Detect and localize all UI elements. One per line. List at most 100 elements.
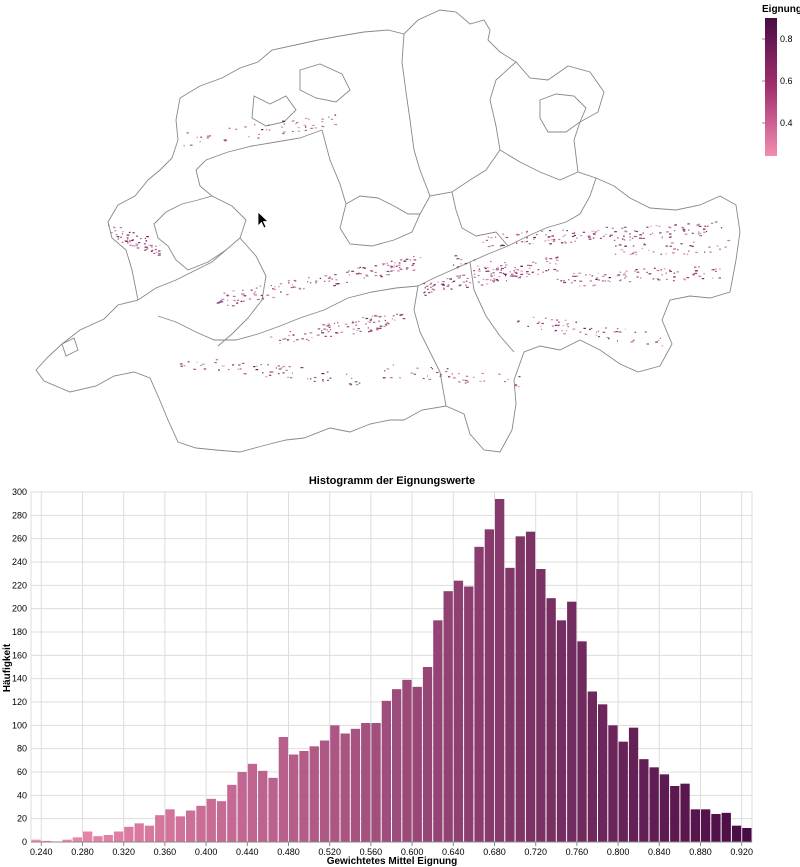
histogram-bar[interactable] [474,546,484,842]
suitability-pixel [390,267,392,269]
histogram-bar[interactable] [83,831,93,843]
histogram-bar[interactable] [598,704,608,842]
histogram-bar[interactable] [31,839,41,842]
histogram-bar[interactable] [258,770,268,842]
suitability-pixel [223,292,226,294]
histogram-bar[interactable] [392,689,402,842]
histogram-bar[interactable] [62,839,72,842]
histogram-bar[interactable] [93,836,103,842]
suitability-pixel [282,366,286,368]
suitability-pixel [560,280,563,282]
suitability-pixel [634,331,637,333]
suitability-pixel [622,274,626,276]
histogram-bar[interactable] [113,831,124,843]
histogram-bar[interactable] [134,823,144,842]
histogram-bar[interactable] [495,499,505,842]
histogram-bar[interactable] [690,809,700,842]
histogram-bar[interactable] [505,567,515,842]
histogram-bar[interactable] [577,641,587,842]
histogram-bar[interactable] [330,725,340,842]
suitability-pixel [477,265,479,267]
histogram-bar[interactable] [525,531,536,842]
histogram-bar[interactable] [608,725,618,842]
histogram-bar[interactable] [196,805,206,842]
histogram-bar[interactable] [144,825,155,842]
suitability-pixel [490,275,493,277]
suitability-pixel [405,258,409,260]
suitability-pixel [367,321,370,323]
histogram-bar[interactable] [340,733,350,843]
histogram-bar[interactable] [41,840,52,842]
histogram-bar[interactable] [299,751,309,842]
histogram-bar[interactable] [659,774,670,842]
suitability-pixel [697,233,699,235]
histogram-bar[interactable] [536,569,546,842]
histogram-bar[interactable] [567,601,577,842]
histogram-bar[interactable] [186,810,196,843]
suitability-pixel [294,286,296,288]
suitability-pixel [384,323,388,325]
histogram-bar[interactable] [124,826,134,842]
histogram-bar[interactable] [319,740,330,843]
suitability-pixel [643,268,646,270]
histogram-bar[interactable] [649,767,659,842]
suitability-pixel [460,259,463,261]
suitability-pixel [518,386,520,388]
histogram-bar[interactable] [618,741,628,842]
histogram-bar[interactable] [381,700,391,842]
histogram-bar[interactable] [206,798,216,842]
suitability-pixel [482,241,485,243]
histogram-bar[interactable] [278,737,288,842]
histogram-bar[interactable] [422,667,433,842]
histogram-bar[interactable] [237,772,247,842]
histogram-bar[interactable] [155,815,165,842]
histogram-bar[interactable] [731,825,742,842]
histogram-bar[interactable] [361,723,371,842]
suitability-pixel [387,274,390,276]
histogram-bar[interactable] [670,786,680,842]
suitability-pixel [131,239,134,241]
histogram-bar[interactable] [515,536,525,842]
suitability-pixel [514,385,517,387]
histogram-bar[interactable] [216,801,227,842]
histogram-bar[interactable] [546,598,556,842]
histogram-bar[interactable] [72,837,82,842]
histogram-bar[interactable] [371,723,381,842]
histogram-bar[interactable] [443,591,453,842]
histogram-bar[interactable] [289,754,299,843]
histogram-bar[interactable] [742,828,752,842]
histogram-bar[interactable] [484,529,494,842]
histogram-bar[interactable] [165,809,175,842]
suitability-pixel [614,253,617,255]
suitability-pixel [513,275,516,277]
histogram-bar[interactable] [639,759,649,842]
histogram-bar[interactable] [587,691,597,843]
histogram-bar[interactable] [227,784,237,842]
histogram-bar[interactable] [433,620,443,842]
histogram-bar[interactable] [453,580,464,842]
suitability-pixel [289,330,291,333]
histogram-bar[interactable] [309,746,319,842]
histogram-bar[interactable] [701,809,711,842]
histogram-bar[interactable] [350,728,361,842]
suitability-pixel [523,241,526,243]
histogram-bar[interactable] [268,777,278,842]
histogram-bar[interactable] [464,586,474,843]
suitability-pixel [158,250,161,252]
suitability-pixel [326,325,329,327]
histogram-bar[interactable] [628,727,639,842]
suitability-pixel [221,298,225,300]
histogram-bar[interactable] [103,835,113,842]
histogram-bar[interactable] [247,763,258,842]
histogram-bar[interactable] [556,620,567,842]
histogram-bar[interactable] [402,679,412,842]
suitability-pixel [243,295,247,297]
histogram-bar[interactable] [175,816,185,842]
histogram-bar[interactable] [721,812,731,842]
suitability-pixel [311,124,315,127]
histogram-bar[interactable] [711,814,721,842]
histogram-bar[interactable] [412,686,422,842]
histogram-bar[interactable] [680,783,690,842]
suitability-pixel [437,281,439,283]
switzerland-map[interactable] [0,0,800,460]
